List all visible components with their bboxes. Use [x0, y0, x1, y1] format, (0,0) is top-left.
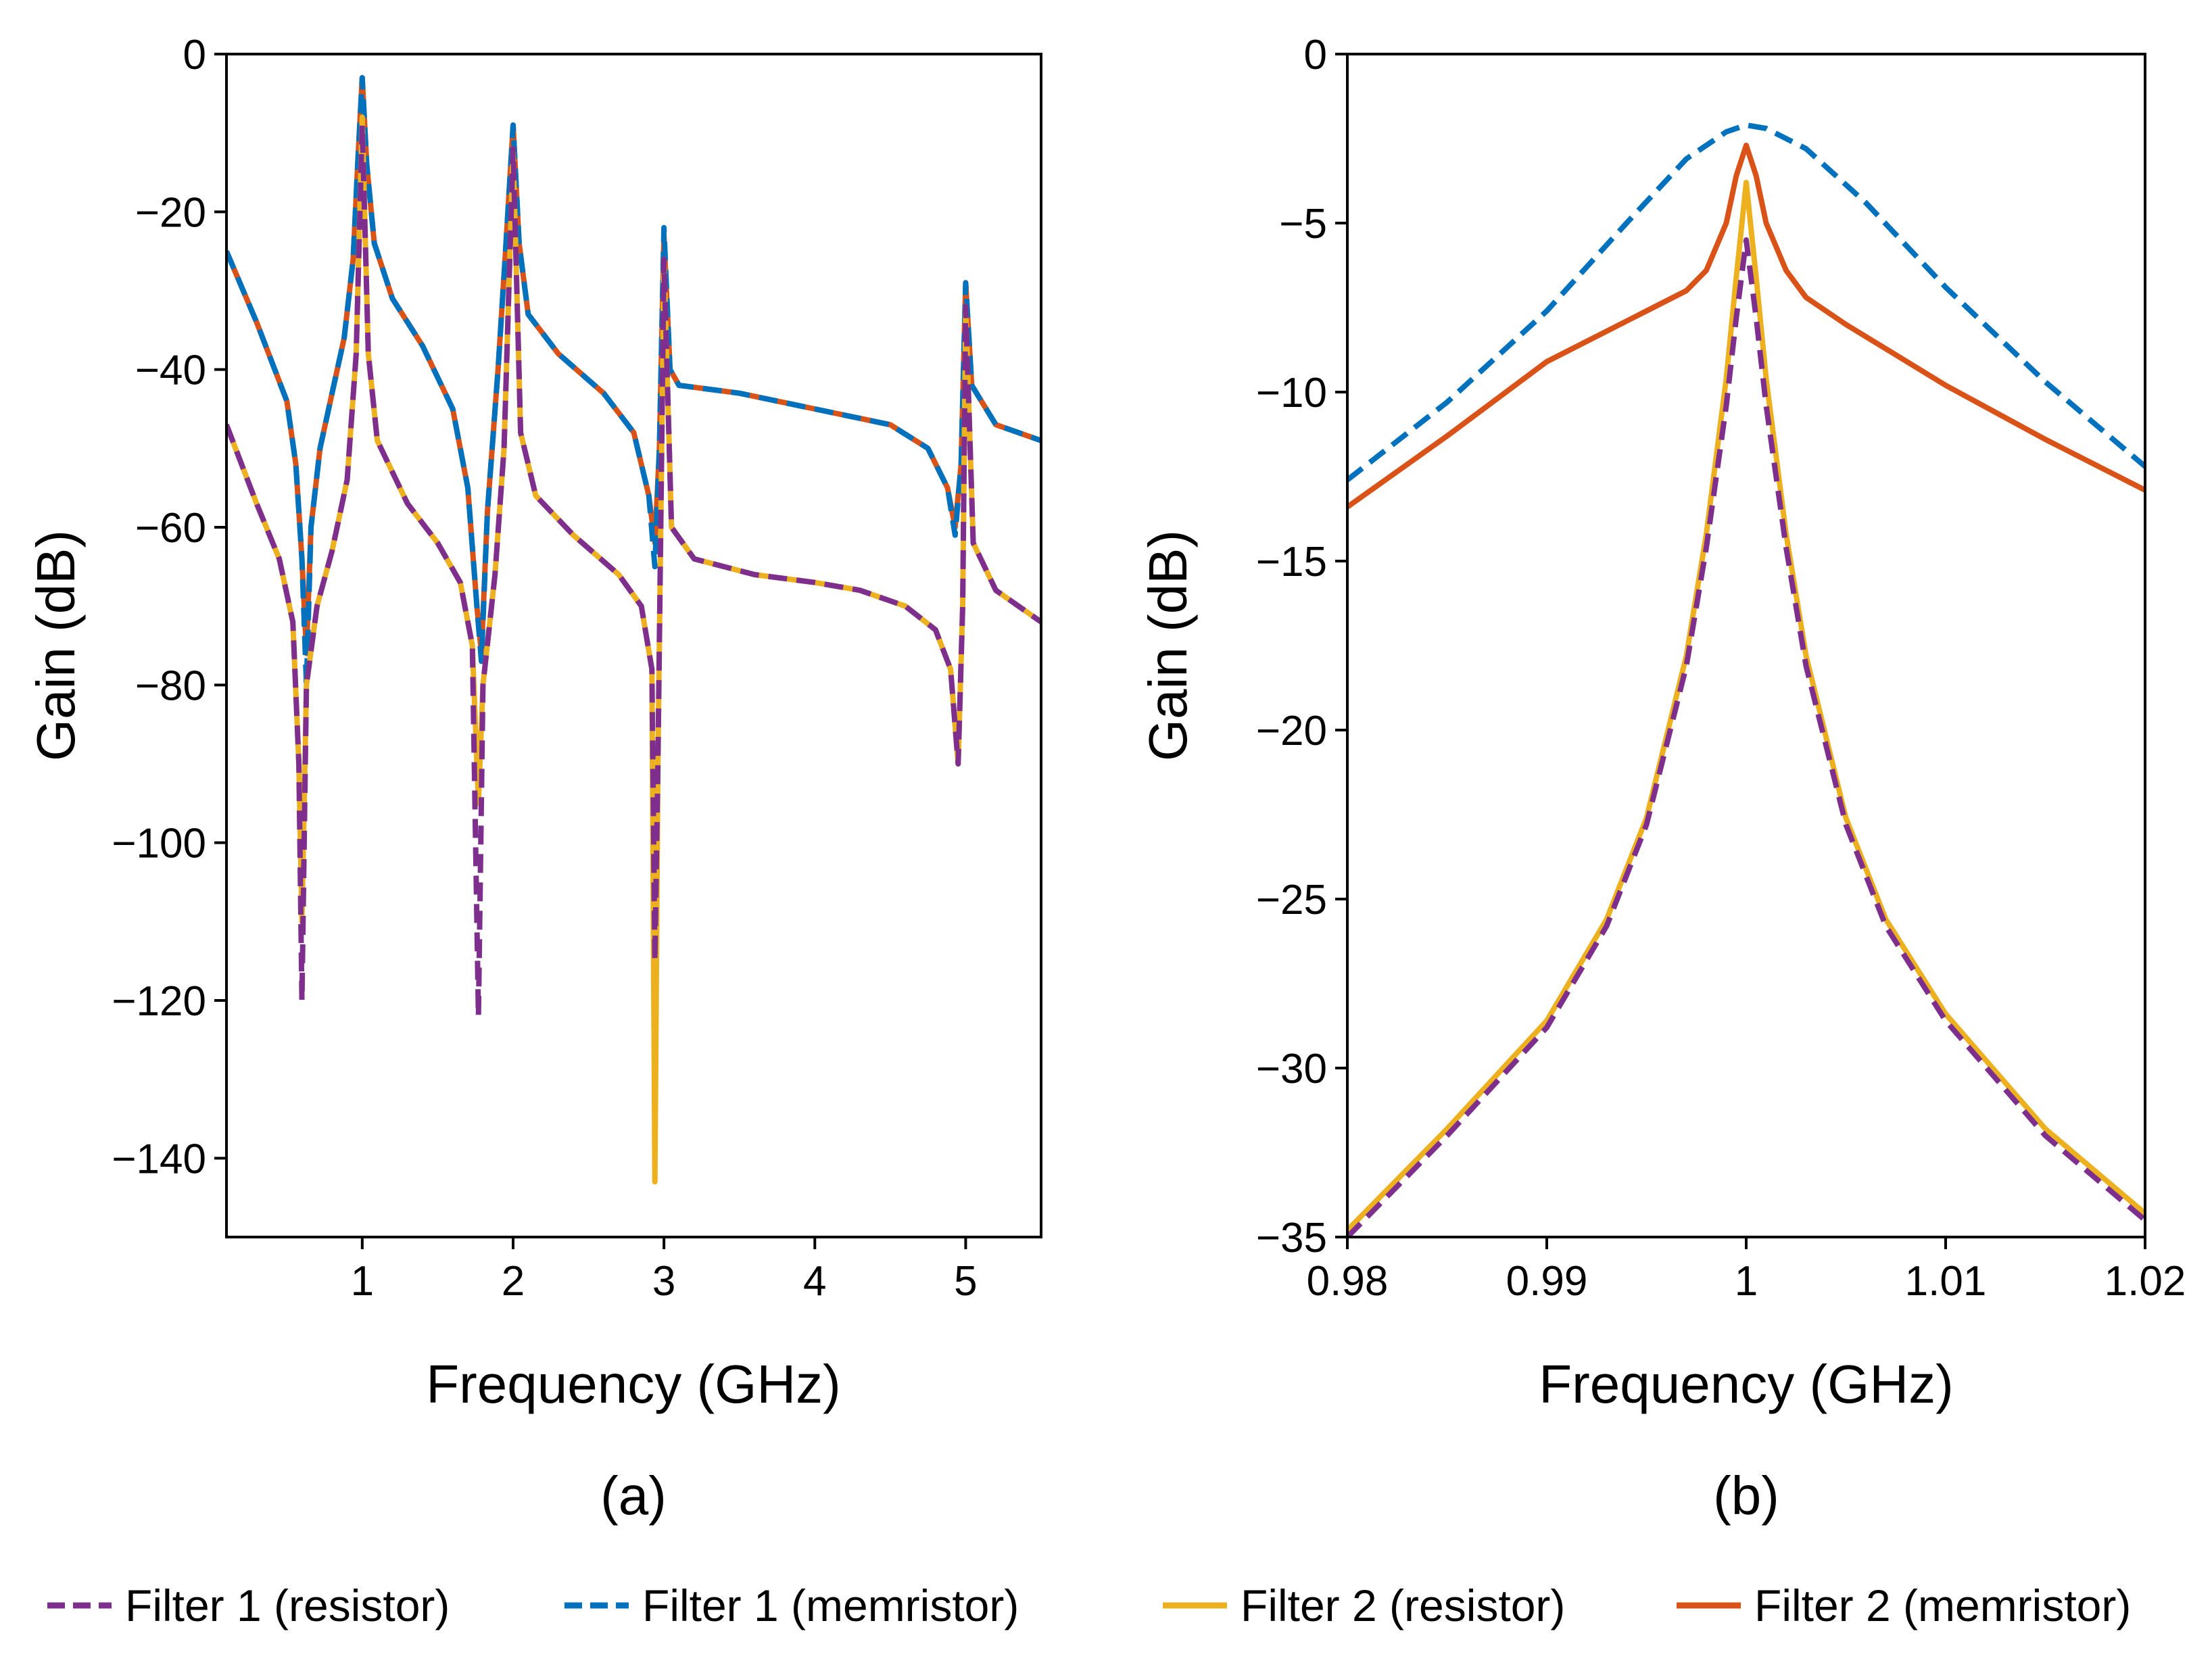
- x-tick-label-a: 2: [502, 1258, 525, 1305]
- y-tick-label-a: −120: [112, 978, 206, 1025]
- x-tick-label-b: 0.99: [1506, 1258, 1588, 1305]
- y-tick-label-a: −60: [135, 505, 206, 552]
- series-line-b-filter-2-memristor: [1347, 143, 2145, 510]
- series-line-a-filter-2-memristor: [226, 75, 1041, 656]
- y-tick-label-a: −20: [135, 189, 206, 236]
- x-tick-label-b: 1: [1735, 1258, 1758, 1305]
- plot-area-b: [1347, 122, 2145, 1237]
- panel-label-b: (b): [1713, 1466, 1779, 1526]
- y-tick-label-b: −15: [1256, 539, 1327, 585]
- ticks-a: 1 2 3 4 5 0 −20 −40 −60 −80 −100 −120 −140: [112, 32, 977, 1305]
- x-tick-label-a: 4: [803, 1258, 826, 1305]
- y-tick-label-b: −5: [1279, 201, 1327, 247]
- series-line-a-filter-1-memristor: [226, 75, 1041, 688]
- plot-area-a: [226, 75, 1041, 1185]
- panel-label-a: (a): [600, 1466, 667, 1526]
- y-tick-label-b: −35: [1256, 1215, 1327, 1261]
- y-axis-label-b: Gain (dB): [1138, 530, 1198, 761]
- x-tick-label-b: 0.98: [1307, 1258, 1389, 1305]
- axes-frame-a: [225, 53, 1042, 1238]
- legend-entry-filter-1-memristor: Filter 1 (memristor): [564, 1580, 1019, 1630]
- panel-a: 1 2 3 4 5 0 −20 −40 −60 −80 −100 −120 −140 Frequency…: [26, 32, 1042, 1526]
- y-tick-label-b: −10: [1256, 370, 1327, 416]
- axes-frame-b: [1346, 53, 2146, 1238]
- y-tick-label-a: 0: [183, 32, 206, 78]
- legend-label: Filter 2 (resistor): [1241, 1580, 1565, 1630]
- y-tick-label-b: −25: [1256, 877, 1327, 923]
- legend-label: Filter 1 (memristor): [642, 1580, 1019, 1630]
- x-axis-label-b: Frequency (GHz): [1539, 1354, 1953, 1414]
- y-tick-label-b: −30: [1256, 1046, 1327, 1092]
- legend-label: Filter 1 (resistor): [125, 1580, 450, 1630]
- x-tick-label-a: 5: [954, 1258, 977, 1305]
- y-tick-label-a: −140: [112, 1136, 206, 1182]
- series-line-b-filter-2-resistor: [1347, 180, 2145, 1232]
- x-tick-label-b: 1.01: [1905, 1258, 1987, 1305]
- series-line-b-filter-1-resistor: [1347, 237, 2145, 1237]
- x-axis-label-a: Frequency (GHz): [426, 1354, 840, 1414]
- ticks-b: 0.98 0.99 1 1.01 1.02 0 −5 −10 −15 −20 −25 −30 −35: [1256, 32, 2186, 1305]
- y-tick-label-a: −100: [112, 821, 206, 867]
- x-tick-label-a: 1: [351, 1258, 374, 1305]
- panel-b: 0.98 0.99 1 1.01 1.02 0 −5 −10 −15 −20 −25 −30 −35 F…: [1138, 32, 2186, 1526]
- legend-entry-filter-1-resistor: Filter 1 (resistor): [47, 1580, 450, 1630]
- legend-entry-filter-2-resistor: Filter 2 (resistor): [1163, 1580, 1565, 1630]
- y-axis-label-a: Gain (dB): [26, 530, 86, 761]
- y-tick-label-b: 0: [1304, 32, 1327, 78]
- y-tick-label-a: −40: [135, 347, 206, 394]
- legend-label: Filter 2 (memristor): [1754, 1580, 2131, 1630]
- x-tick-label-b: 1.02: [2105, 1258, 2186, 1305]
- y-tick-label-b: −20: [1256, 708, 1327, 754]
- legend-entry-filter-2-memristor: Filter 2 (memristor): [1677, 1580, 2131, 1630]
- y-tick-label-a: −80: [135, 662, 206, 709]
- x-tick-label-a: 3: [652, 1258, 675, 1305]
- series-line-b-filter-1-memristor: [1347, 122, 2145, 483]
- series-line-a-filter-1-resistor: [226, 122, 1041, 1019]
- legend: Filter 1 (resistor) Filter 1 (memristor) F…: [47, 1580, 2131, 1630]
